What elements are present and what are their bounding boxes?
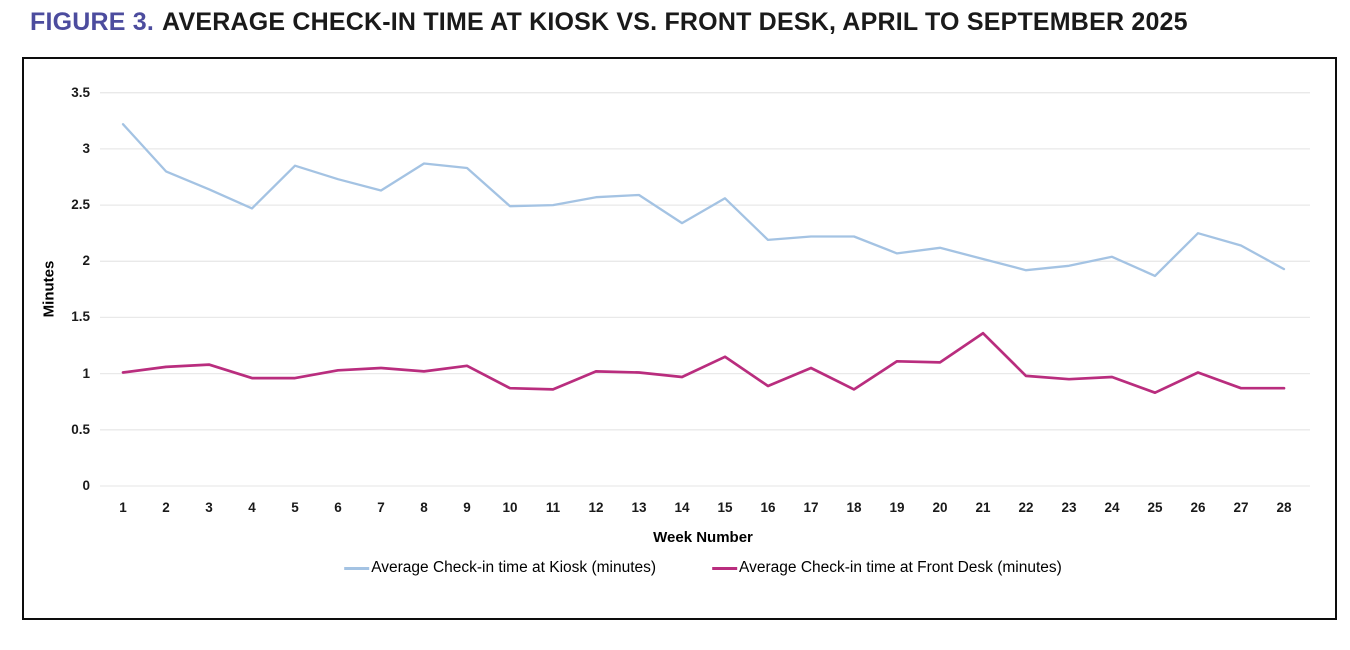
kiosk-legend-swatch bbox=[344, 566, 370, 570]
figure-number-label: FIGURE 3. bbox=[30, 8, 155, 36]
x-tick-label: 9 bbox=[463, 500, 471, 515]
x-tick-label: 19 bbox=[889, 500, 905, 515]
x-tick-label: 12 bbox=[588, 500, 604, 515]
x-tick-label: 20 bbox=[932, 500, 948, 515]
x-tick-label: 3 bbox=[205, 500, 213, 515]
x-tick-label: 26 bbox=[1190, 500, 1206, 515]
x-tick-label: 5 bbox=[291, 500, 299, 515]
x-tick-label: 6 bbox=[334, 500, 342, 515]
figure-title: FIGURE 3. AVERAGE CHECK-IN TIME AT KIOSK … bbox=[30, 8, 1188, 37]
x-tick-label: 13 bbox=[631, 500, 647, 515]
y-tick-label: 3.5 bbox=[71, 84, 90, 100]
x-tick-label: 14 bbox=[674, 500, 690, 515]
front-desk-legend-swatch bbox=[712, 566, 738, 570]
chart-frame: Minutes 0 0.5 1 1.5 2 2.5 3 3.5 1 2 3 4 5 6 7 8 9 10 11 12… bbox=[22, 57, 1337, 620]
x-tick-label: 28 bbox=[1276, 500, 1292, 515]
x-tick-label: 24 bbox=[1104, 500, 1120, 515]
x-tick-label: 1 bbox=[119, 500, 127, 515]
x-tick-label: 17 bbox=[803, 500, 819, 515]
x-tick-label: 16 bbox=[760, 500, 776, 515]
y-tick-label: 1.5 bbox=[71, 309, 90, 325]
y-tick-label: 2.5 bbox=[71, 197, 90, 213]
y-tick-label: 0 bbox=[82, 478, 90, 493]
x-tick-label: 8 bbox=[420, 500, 428, 515]
x-tick-label: 4 bbox=[248, 500, 256, 515]
y-tick-label: 2 bbox=[82, 253, 90, 269]
y-tick-label: 1 bbox=[82, 365, 90, 381]
legend-item-kiosk: Average Check-in time at Kiosk (minutes) bbox=[344, 559, 656, 577]
front-desk-legend-label: Average Check-in time at Front Desk (min… bbox=[739, 559, 1062, 576]
front-desk-line bbox=[121, 331, 1286, 395]
x-tick-label: 7 bbox=[377, 500, 385, 515]
x-tick-label: 21 bbox=[975, 500, 991, 515]
kiosk-legend-label: Average Check-in time at Kiosk (minutes) bbox=[371, 559, 657, 576]
y-tick-label: 3 bbox=[82, 140, 90, 156]
legend: Average Check-in time at Kiosk (minutes)… bbox=[344, 559, 1062, 577]
x-tick-label: 23 bbox=[1061, 500, 1077, 515]
x-tick-label: 10 bbox=[502, 500, 518, 515]
x-tick-label: 11 bbox=[545, 500, 561, 515]
y-tick-label: 0.5 bbox=[71, 421, 90, 437]
x-axis-title: Week Number bbox=[653, 529, 753, 546]
figure-title-text: AVERAGE CHECK-IN TIME AT KIOSK VS. FRONT… bbox=[162, 8, 1188, 36]
legend-item-front-desk: Average Check-in time at Front Desk (min… bbox=[712, 559, 1062, 577]
x-tick-label: 15 bbox=[717, 500, 733, 515]
x-tick-label: 25 bbox=[1147, 500, 1163, 515]
x-tick-label: 18 bbox=[846, 500, 862, 515]
line-chart-plot bbox=[100, 92, 1310, 487]
x-tick-label: 27 bbox=[1233, 500, 1249, 515]
x-tick-label: 22 bbox=[1018, 500, 1034, 515]
x-tick-label: 2 bbox=[162, 500, 170, 515]
kiosk-line bbox=[121, 123, 1286, 278]
